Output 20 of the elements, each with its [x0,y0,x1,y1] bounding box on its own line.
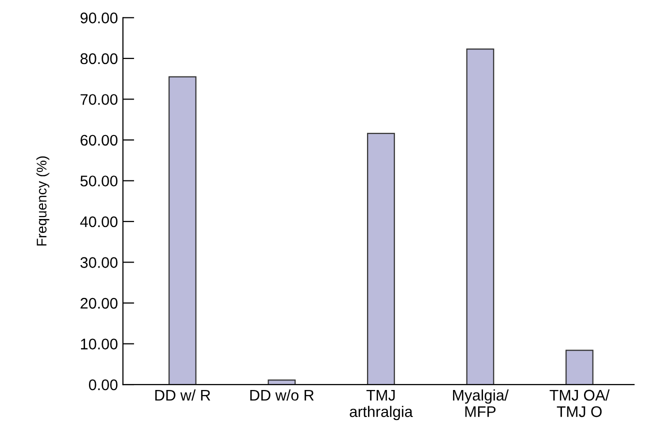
bar [367,132,395,385]
x-tick-label: DD w/ R [155,389,210,401]
y-tick-label: 10.00 [81,338,118,350]
bar [466,48,494,385]
bar [168,76,196,385]
x-tick-label: TMJ arthralgia [350,390,413,420]
x-tick-label: TMJ OA/ TMJ O [550,389,610,418]
y-axis-title: Frequency (%) [36,156,50,246]
y-tick-label: 50.00 [80,176,118,186]
y-tick-label: 30.00 [80,257,118,268]
y-tick-label: 60.00 [80,134,118,146]
y-tick-label: 70.00 [80,94,118,105]
x-tick-label: Myalgia/ MFP [453,389,509,417]
y-tick-label: 20.00 [80,298,118,309]
bar [566,350,594,385]
y-tick-label: 40.00 [80,216,118,228]
x-tick-label: DD w/o R [250,389,314,401]
y-tick-label: 0.00 [88,379,118,390]
y-tick-label: 80.00 [80,53,118,64]
y-tick-label: 90.00 [80,12,118,24]
